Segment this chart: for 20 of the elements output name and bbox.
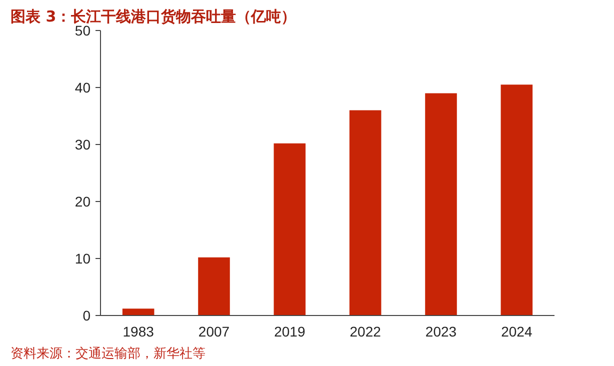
x-tick-label: 2019: [274, 324, 306, 340]
x-tick-label: 2007: [198, 324, 230, 340]
bar: [425, 93, 457, 316]
text: 资料来源：交通运输部，新华社等: [10, 346, 206, 362]
y-tick-label: 50: [74, 22, 91, 38]
y-tick-label: 10: [74, 250, 91, 266]
x-tick-label: 2022: [350, 324, 382, 340]
y-tick-label: 30: [74, 136, 91, 152]
bar: [500, 84, 533, 316]
x-tick-label: 2023: [425, 324, 457, 340]
bar: [198, 257, 230, 316]
x-tick-label: 2024: [501, 324, 532, 340]
bar: [122, 308, 154, 316]
y-tick-label: 20: [74, 194, 91, 210]
bar: [349, 110, 382, 316]
y-tick-label: 0: [82, 308, 91, 324]
x-tick-label: 1983: [122, 324, 154, 340]
y-tick-label: 40: [74, 80, 91, 96]
bar: [274, 143, 306, 316]
chart-title: 图表 3：长江干线港口货物吞吐量（亿吨）: [10, 8, 296, 26]
